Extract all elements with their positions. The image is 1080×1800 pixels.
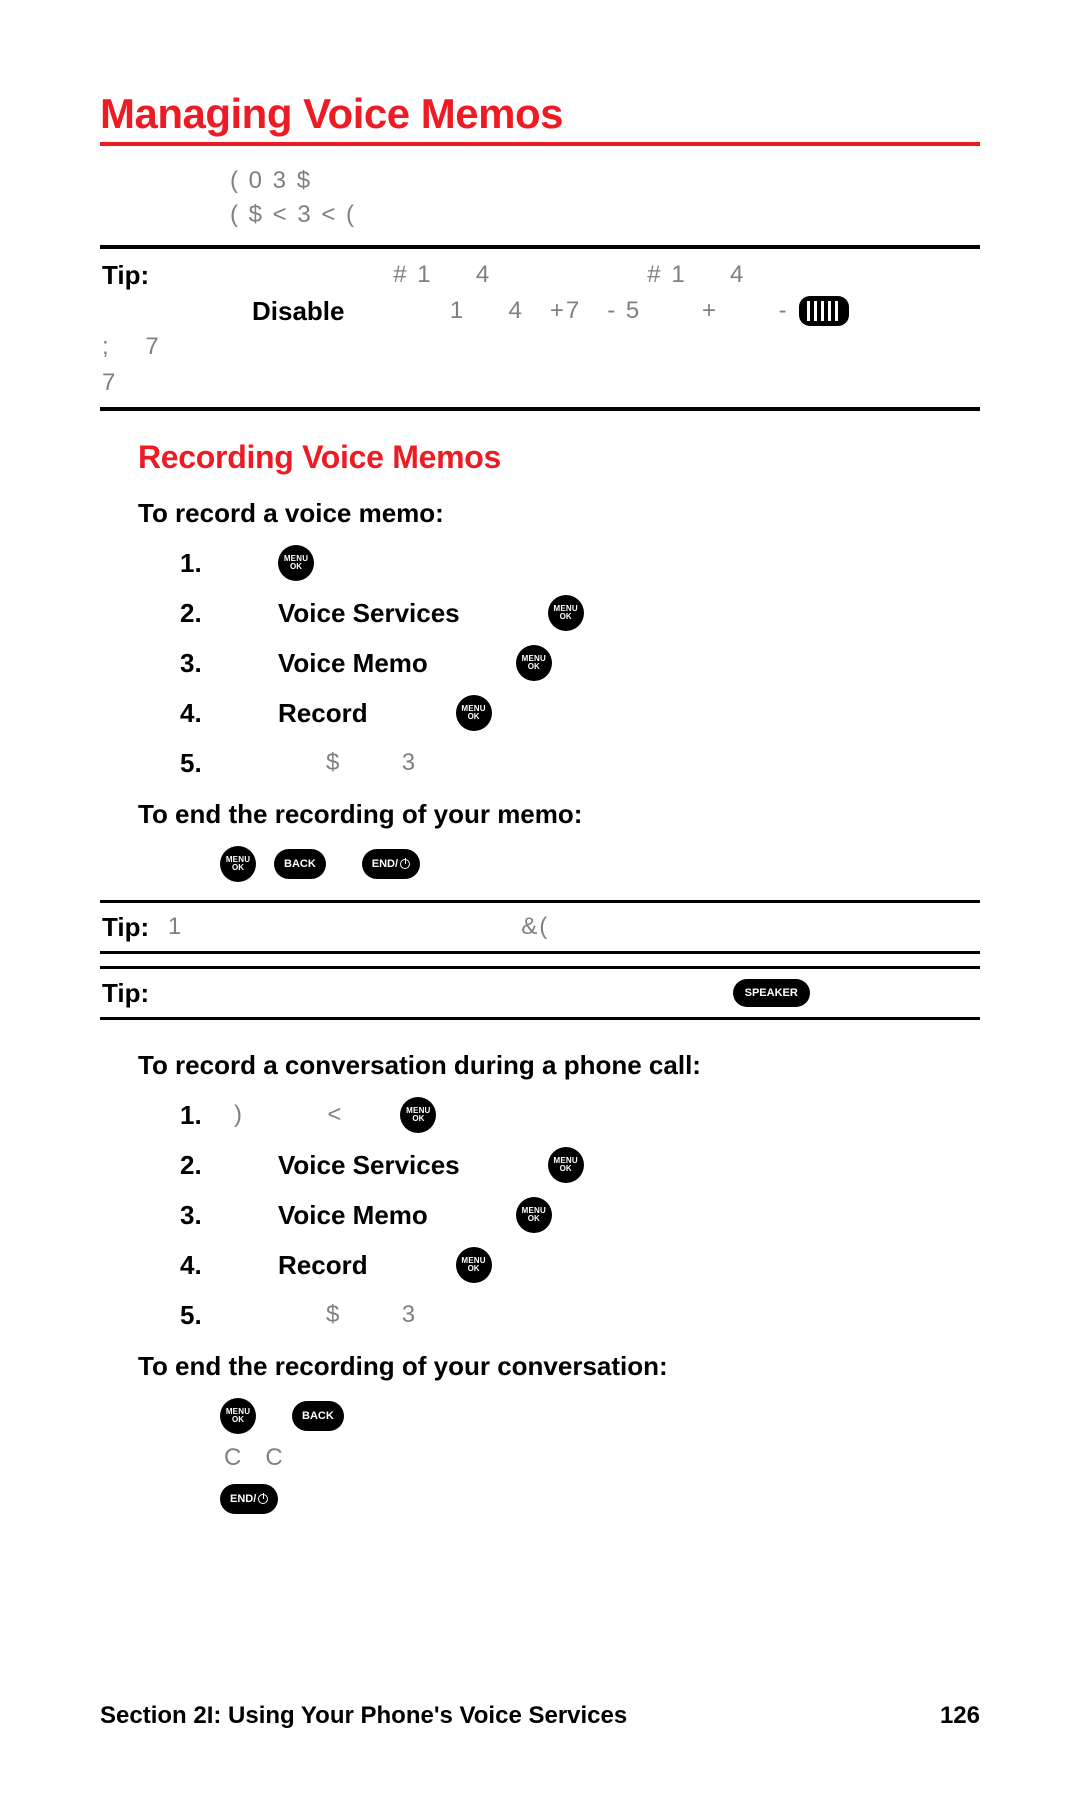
tip-label: Tip: [102, 978, 149, 1009]
speaker-icon: SPEAKER [733, 979, 810, 1007]
page-title: Managing Voice Memos [100, 90, 980, 142]
end-power-icon: END/ [362, 849, 420, 879]
tip-text: 7 [102, 365, 978, 401]
button-row: MENUOK BACK END/ [100, 846, 980, 882]
procedure-lead: To end the recording of your conversatio… [100, 1351, 980, 1382]
back-icon: BACK [292, 1401, 344, 1431]
tip-text: 1 4 +7 - 5 + - [355, 293, 789, 329]
menu-ok-icon: MENUOK [278, 545, 314, 581]
step-number: 5. [180, 748, 220, 779]
menu-ok-icon: MENUOK [220, 846, 256, 882]
step-item: 5. $ 3 [180, 1297, 980, 1333]
tip-box-3: Tip: SPEAKER [100, 966, 980, 1020]
step-item: 5. $ 3 [180, 745, 980, 781]
button-block: MENUOK BACK C C END/ [100, 1398, 980, 1514]
end-power-icon: END/ [220, 1484, 278, 1514]
step-item: 2. Voice Services MENUOK [180, 1147, 980, 1183]
step-item: 1. ) < MENUOK [180, 1097, 980, 1133]
menu-ok-icon: MENUOK [220, 1398, 256, 1434]
tip-text [159, 975, 722, 1011]
step-bold: Record [278, 698, 368, 729]
menu-ok-icon: MENUOK [548, 595, 584, 631]
heading-rule [100, 142, 980, 146]
steps-list-1: 1. MENUOK 2. Voice Services MENUOK 3. Vo… [100, 545, 980, 781]
step-bold: Voice Memo [278, 648, 428, 679]
step-grey: ) < [234, 1101, 342, 1129]
menu-ok-icon: MENUOK [548, 1147, 584, 1183]
back-icon: BACK [274, 849, 326, 879]
step-number: 2. [180, 1150, 220, 1181]
step-bold: Voice Memo [278, 1200, 428, 1231]
step-item: 4. Record MENUOK [180, 1247, 980, 1283]
step-number: 2. [180, 598, 220, 629]
disable-label: Disable [252, 296, 345, 327]
footer-page-number: 126 [940, 1702, 980, 1730]
menu-ok-icon: MENUOK [516, 1197, 552, 1233]
step-grey: $ 3 [234, 1301, 416, 1329]
tip-text: # 1 4 # 1 4 [159, 257, 745, 293]
menu-ok-icon: MENUOK [456, 695, 492, 731]
cc-text: C C [220, 1444, 980, 1472]
tip-label: Tip: [102, 260, 149, 291]
step-item: 3. Voice Memo MENUOK [180, 1197, 980, 1233]
steps-list-2: 1. ) < MENUOK 2. Voice Services MENUOK 3… [100, 1097, 980, 1333]
footer-section: Section 2I: Using Your Phone's Voice Ser… [100, 1702, 627, 1730]
step-bold: Voice Services [278, 598, 460, 629]
step-item: 4. Record MENUOK [180, 695, 980, 731]
step-bold: Voice Services [278, 1150, 460, 1181]
tip-label: Tip: [102, 912, 149, 943]
step-number: 4. [180, 698, 220, 729]
procedure-lead: To record a voice memo: [100, 498, 980, 529]
step-item: 3. Voice Memo MENUOK [180, 645, 980, 681]
menu-ok-icon: MENUOK [400, 1097, 436, 1133]
tip-box-1: Tip: # 1 4 # 1 4 Disable 1 4 +7 - 5 + - … [100, 245, 980, 411]
procedure-lead: To record a conversation during a phone … [100, 1050, 980, 1081]
tip-text: 1 &( [159, 909, 549, 945]
step-bold: Record [278, 1250, 368, 1281]
step-item: 2. Voice Services MENUOK [180, 595, 980, 631]
menu-ok-icon: MENUOK [456, 1247, 492, 1283]
step-number: 5. [180, 1300, 220, 1331]
step-item: 1. MENUOK [180, 545, 980, 581]
step-number: 4. [180, 1250, 220, 1281]
tip-box-2: Tip: 1 &( [100, 900, 980, 954]
section-heading: Recording Voice Memos [100, 439, 980, 476]
step-number: 1. [180, 1100, 220, 1131]
step-number: 3. [180, 1200, 220, 1231]
page-footer: Section 2I: Using Your Phone's Voice Ser… [100, 1702, 980, 1730]
step-number: 1. [180, 548, 220, 579]
battery-icon [799, 296, 849, 326]
menu-ok-icon: MENUOK [516, 645, 552, 681]
procedure-lead: To end the recording of your memo: [100, 799, 980, 830]
tip-text: ; 7 [102, 329, 978, 365]
intro-line-1: ( 0 3 $ [230, 164, 940, 198]
step-number: 3. [180, 648, 220, 679]
intro-line-2: ( $ < 3 < ( [230, 198, 940, 232]
intro-text: ( 0 3 $ ( $ < 3 < ( [100, 156, 980, 245]
step-grey: $ 3 [234, 749, 416, 777]
